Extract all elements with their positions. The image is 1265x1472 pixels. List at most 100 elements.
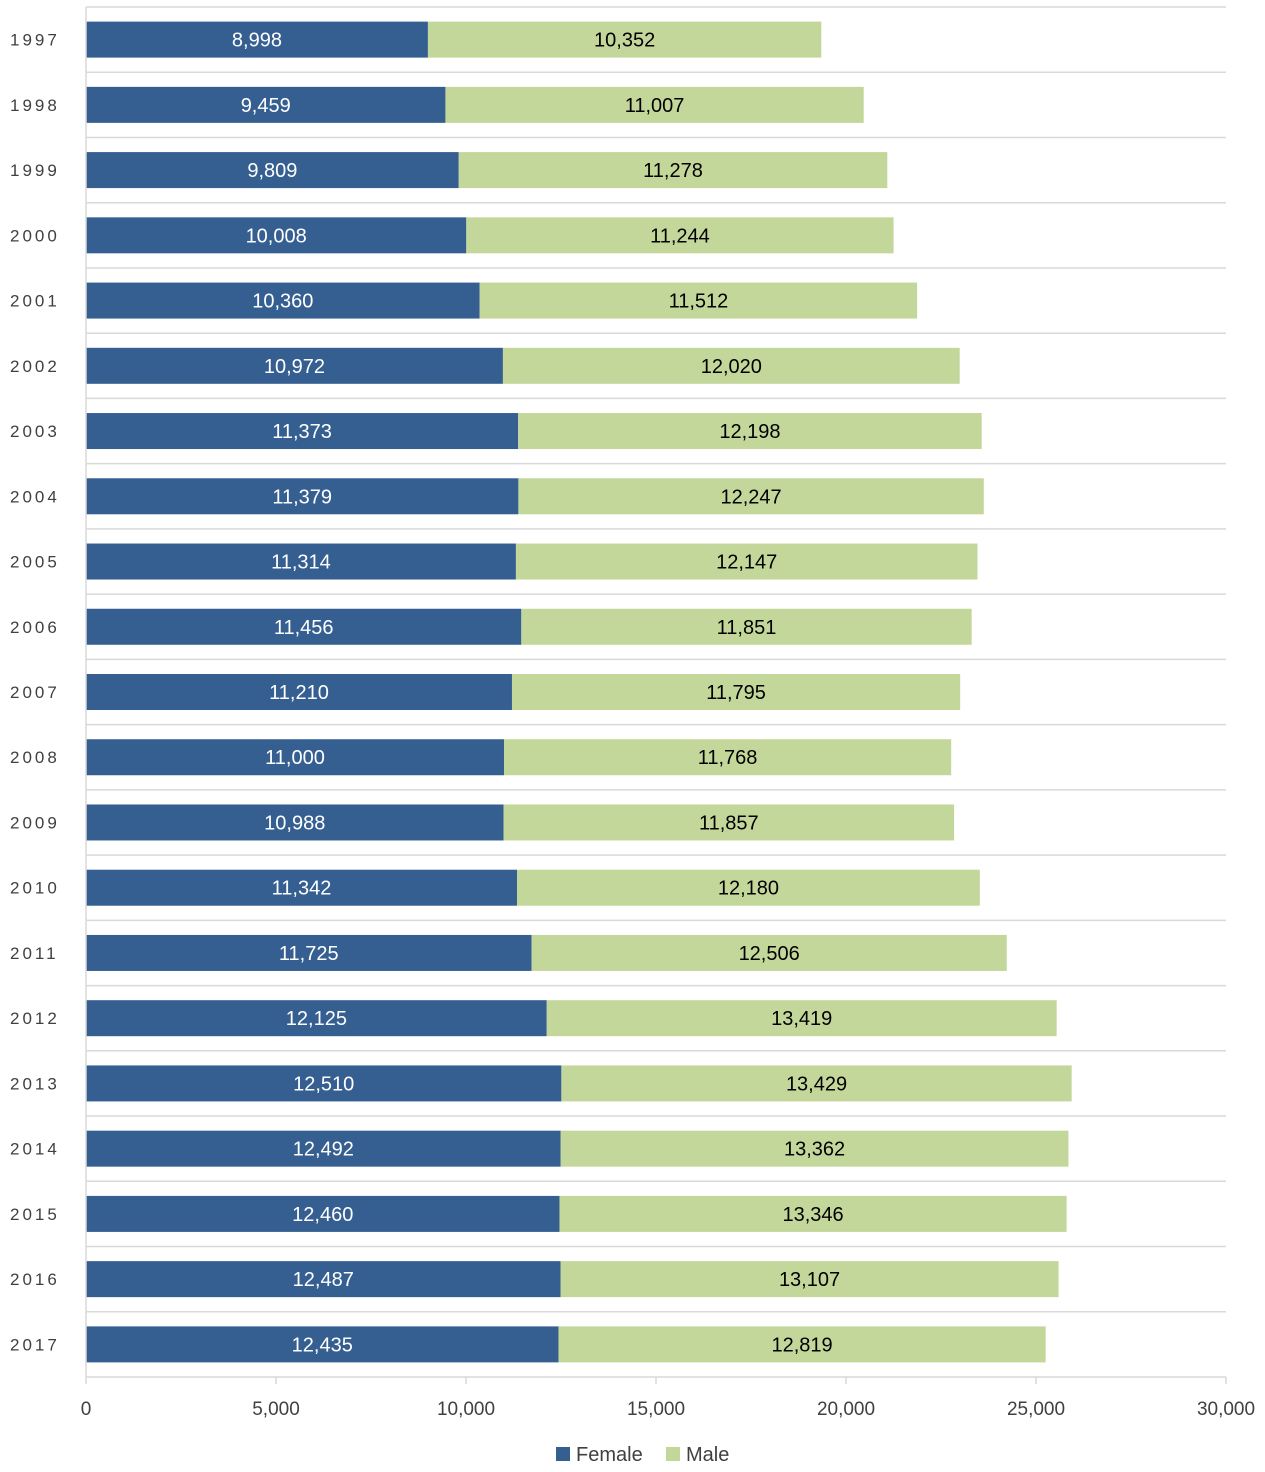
bar-female	[86, 413, 519, 450]
bar-male	[559, 1195, 1067, 1232]
data-label: 12,510	[293, 1073, 354, 1095]
data-label: 12,180	[718, 878, 779, 900]
bar-female	[86, 1065, 562, 1102]
bar-male	[561, 1065, 1072, 1102]
bar-male	[558, 1326, 1046, 1363]
data-label: 11,007	[625, 95, 685, 117]
data-label: 13,107	[779, 1269, 840, 1291]
data-label: 12,020	[701, 356, 762, 378]
bar-male	[521, 608, 972, 645]
bar-female	[86, 869, 517, 906]
bar-female	[86, 1195, 560, 1232]
bar-male	[518, 413, 982, 450]
x-tick-label: 30,000	[1197, 1399, 1255, 1420]
bar-male	[503, 804, 955, 841]
bar-male	[504, 739, 952, 776]
bar-male	[546, 1000, 1057, 1037]
legend-swatch-male	[666, 1447, 680, 1461]
data-label: 12,819	[772, 1334, 833, 1356]
data-label: 8,998	[232, 30, 282, 52]
data-label: 11,512	[669, 291, 729, 313]
bars: 8,998 10,352 9,459 11,007 9,809 11,278 10,008 1…	[86, 21, 1072, 1363]
data-label: 11,314	[271, 552, 331, 574]
category-labels: 1997 1998 1999 2000 2001 2002 2003 2004 2005 2006…	[10, 31, 60, 1355]
data-label: 13,346	[782, 1204, 843, 1226]
bar-female	[86, 934, 532, 971]
data-label: 11,244	[650, 225, 710, 247]
bar-female	[86, 152, 459, 189]
bar-male	[502, 347, 960, 384]
data-label: 9,809	[247, 160, 297, 182]
bar-female	[86, 282, 480, 319]
data-label: 12,460	[292, 1204, 353, 1226]
data-label: 12,506	[739, 943, 800, 965]
category-label: 2000	[10, 226, 60, 245]
legend: Female Male	[556, 1444, 729, 1466]
bar-male	[427, 21, 822, 58]
x-axis: 0 5,000 10,000 15,000 20,000 25,000 30,000	[81, 7, 1255, 1420]
category-label: 1999	[10, 161, 60, 180]
category-label: 2007	[10, 683, 60, 702]
category-label: 2006	[10, 618, 60, 637]
x-tick-label: 10,000	[437, 1399, 495, 1420]
bar-male	[516, 869, 980, 906]
data-label: 11,857	[699, 812, 759, 834]
data-label: 13,362	[784, 1139, 845, 1161]
category-label: 2010	[10, 879, 60, 898]
x-tick-label: 0	[81, 1399, 92, 1420]
data-label: 11,278	[643, 160, 703, 182]
data-label: 11,795	[706, 682, 766, 704]
x-tick-label: 20,000	[817, 1399, 875, 1420]
data-label: 13,429	[786, 1073, 847, 1095]
category-label: 2004	[10, 487, 60, 506]
legend-label-female: Female	[576, 1444, 643, 1466]
data-label: 11,456	[274, 617, 334, 639]
data-label: 12,147	[716, 552, 777, 574]
legend-label-male: Male	[686, 1444, 729, 1466]
bar-male	[445, 86, 864, 123]
bar-female	[86, 217, 467, 254]
data-label: 12,198	[719, 421, 780, 443]
category-label: 1998	[10, 96, 60, 115]
category-label: 2015	[10, 1205, 60, 1224]
category-label: 2017	[10, 1335, 60, 1354]
bar-female	[86, 1000, 547, 1037]
bar-female	[86, 347, 503, 384]
data-label: 10,972	[264, 356, 325, 378]
bar-male	[479, 282, 918, 319]
category-label: 2003	[10, 422, 60, 441]
data-label: 12,435	[292, 1334, 353, 1356]
data-label: 12,492	[293, 1139, 354, 1161]
bar-female	[86, 86, 446, 123]
bar-male	[458, 152, 888, 189]
category-label: 2012	[10, 1009, 60, 1028]
category-label: 2008	[10, 748, 60, 767]
data-label: 11,373	[272, 421, 332, 443]
data-label: 9,459	[241, 95, 291, 117]
bar-female	[86, 21, 428, 58]
data-label: 12,487	[293, 1269, 354, 1291]
category-label: 2011	[10, 944, 59, 963]
category-label: 2002	[10, 357, 60, 376]
bar-female	[86, 674, 512, 710]
legend-swatch-female	[556, 1447, 570, 1461]
bar-male	[560, 1261, 1059, 1298]
bar-female	[86, 1261, 561, 1298]
x-tick-label: 5,000	[252, 1399, 300, 1420]
data-label: 11,210	[269, 682, 329, 704]
data-label: 13,419	[771, 1008, 832, 1030]
bar-male	[560, 1130, 1069, 1167]
data-label: 11,725	[279, 943, 339, 965]
category-label: 2013	[10, 1074, 60, 1093]
bar-male	[511, 674, 961, 710]
x-tick-label: 15,000	[627, 1399, 685, 1420]
data-label: 10,988	[264, 812, 325, 834]
category-label: 1997	[10, 31, 60, 50]
data-label: 11,768	[698, 747, 758, 769]
data-label: 11,851	[717, 617, 777, 639]
data-label: 11,000	[265, 747, 325, 769]
bar-female	[86, 608, 522, 645]
data-label: 10,008	[246, 225, 307, 247]
data-label: 10,352	[594, 30, 655, 52]
